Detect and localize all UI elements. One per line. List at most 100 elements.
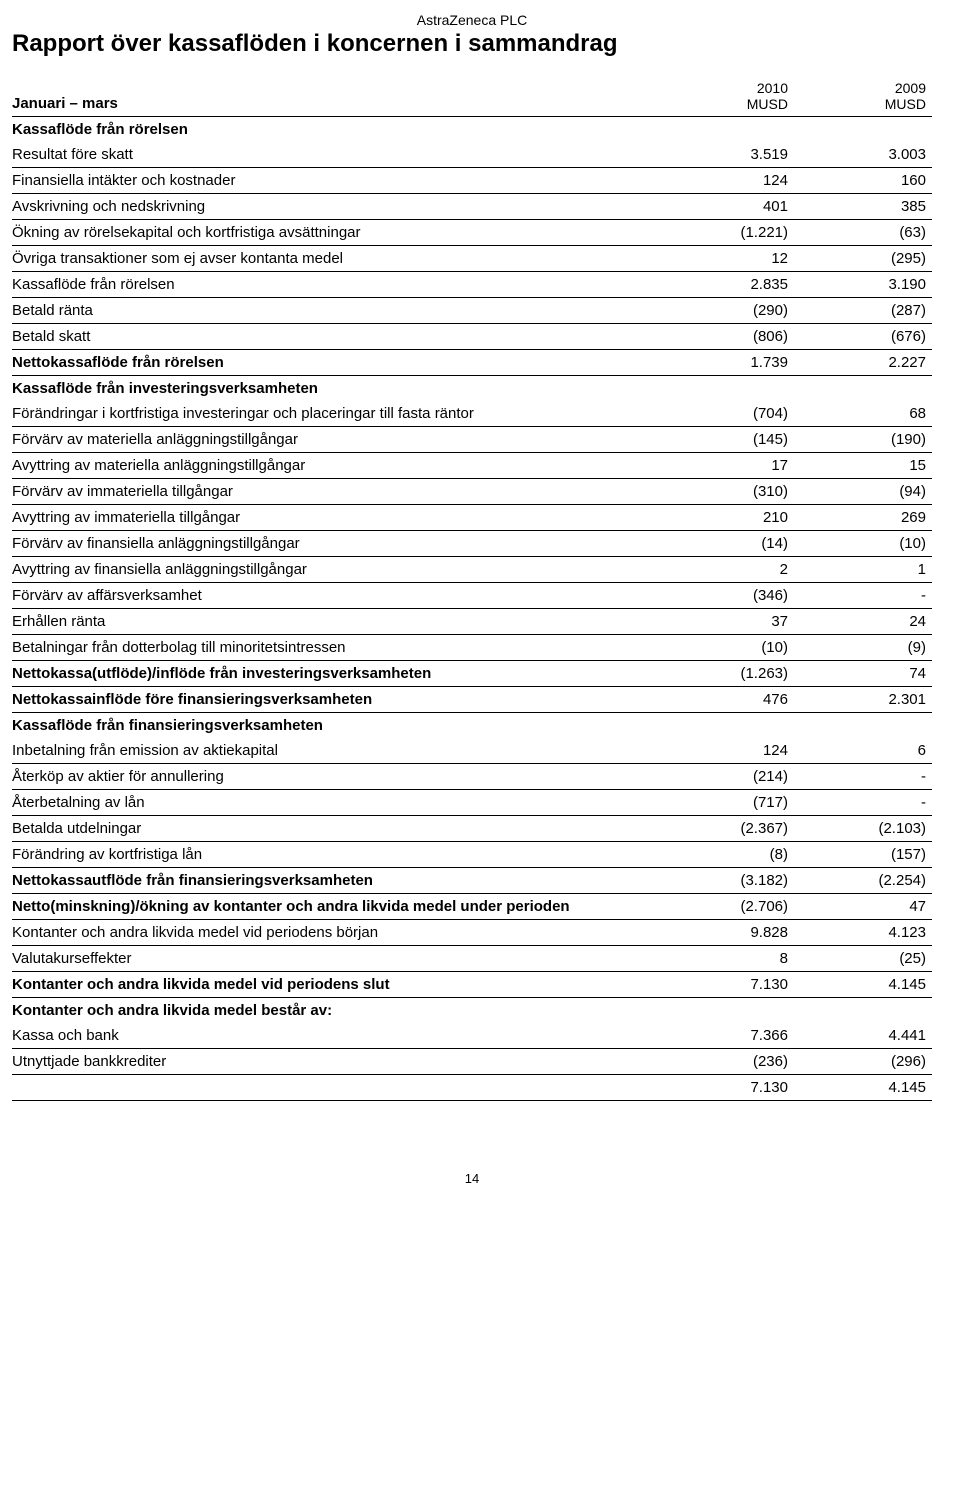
table-cell: 4.145 <box>794 1075 932 1101</box>
table-cell: (94) <box>794 479 932 505</box>
table-cell: (10) <box>656 635 794 661</box>
table-cell: 4.441 <box>794 1023 932 1049</box>
table-cell: 401 <box>656 194 794 220</box>
table-row-label: Övriga transaktioner som ej avser kontan… <box>12 246 656 272</box>
table-cell: (310) <box>656 479 794 505</box>
section-cash-composition: Kontanter och andra likvida medel består… <box>12 998 656 1024</box>
table-cell: - <box>794 764 932 790</box>
table-row-label: Betald ränta <box>12 298 656 324</box>
table-cell: (676) <box>794 324 932 350</box>
table-row-label: Inbetalning från emission av aktiekapita… <box>12 738 656 764</box>
table-cell: (2.103) <box>794 816 932 842</box>
table-cell: 1 <box>794 557 932 583</box>
table-row-label: Förändringar i kortfristiga investeringa… <box>12 401 656 427</box>
cashflow-table: Januari – mars 2010 MUSD 2009 MUSD Kassa… <box>12 76 932 1101</box>
table-cell: (9) <box>794 635 932 661</box>
table-cell: 3.003 <box>794 142 932 168</box>
table-cell: (346) <box>656 583 794 609</box>
table-cell: (145) <box>656 427 794 453</box>
period-label: Januari – mars <box>12 76 656 117</box>
table-cell: 7.130 <box>656 972 794 998</box>
table-cell: (63) <box>794 220 932 246</box>
report-title: Rapport över kassaflöden i koncernen i s… <box>12 30 932 58</box>
table-row-label: Avyttring av materiella anläggningstillg… <box>12 453 656 479</box>
table-cell: 74 <box>794 661 932 687</box>
table-cell: 8 <box>656 946 794 972</box>
table-cell: (287) <box>794 298 932 324</box>
table-row-label: Netto(minskning)/ökning av kontanter och… <box>12 894 656 920</box>
table-row-label: Återköp av aktier för annullering <box>12 764 656 790</box>
table-cell: 37 <box>656 609 794 635</box>
table-cell: 2.227 <box>794 350 932 376</box>
company-name: AstraZeneca PLC <box>12 12 932 28</box>
table-row-label: Förvärv av materiella anläggningstillgån… <box>12 427 656 453</box>
table-cell: (717) <box>656 790 794 816</box>
table-cell: (296) <box>794 1049 932 1075</box>
table-row-label: Kontanter och andra likvida medel vid pe… <box>12 920 656 946</box>
table-cell: (295) <box>794 246 932 272</box>
table-cell: 17 <box>656 453 794 479</box>
table-cell: (2.254) <box>794 868 932 894</box>
table-row-label: Förvärv av immateriella tillgångar <box>12 479 656 505</box>
table-cell: - <box>794 583 932 609</box>
year-2009: 2009 <box>895 80 926 96</box>
table-cell: 4.145 <box>794 972 932 998</box>
table-cell: 210 <box>656 505 794 531</box>
table-cell: (14) <box>656 531 794 557</box>
table-row-label: Finansiella intäkter och kostnader <box>12 168 656 194</box>
table-cell: 6 <box>794 738 932 764</box>
table-row-label: Nettokassaflöde från rörelsen <box>12 350 656 376</box>
table-row-label: Förvärv av affärsverksamhet <box>12 583 656 609</box>
table-row-label: Kassaflöde från rörelsen <box>12 272 656 298</box>
table-row-label: Resultat före skatt <box>12 142 656 168</box>
table-row-label: Återbetalning av lån <box>12 790 656 816</box>
table-cell: (214) <box>656 764 794 790</box>
table-row-label: Nettokassainflöde före finansieringsverk… <box>12 687 656 713</box>
table-row-label: Nettokassautflöde från finansieringsverk… <box>12 868 656 894</box>
table-cell: 3.519 <box>656 142 794 168</box>
table-cell: 3.190 <box>794 272 932 298</box>
table-cell: 124 <box>656 738 794 764</box>
table-row-label: Erhållen ränta <box>12 609 656 635</box>
table-cell: 68 <box>794 401 932 427</box>
page-number: 14 <box>12 1171 932 1186</box>
table-cell: 269 <box>794 505 932 531</box>
table-cell: 24 <box>794 609 932 635</box>
table-row-label: Kontanter och andra likvida medel vid pe… <box>12 972 656 998</box>
table-row-label: Avskrivning och nedskrivning <box>12 194 656 220</box>
table-cell: (2.367) <box>656 816 794 842</box>
table-cell: 4.123 <box>794 920 932 946</box>
unit-2009: MUSD <box>885 96 926 112</box>
table-row-label: Betalningar från dotterbolag till minori… <box>12 635 656 661</box>
table-cell: 12 <box>656 246 794 272</box>
table-row-label: Förvärv av finansiella anläggningstillgå… <box>12 531 656 557</box>
table-cell: (1.263) <box>656 661 794 687</box>
table-row-label: Nettokassa(utflöde)/inflöde från investe… <box>12 661 656 687</box>
table-cell: (1.221) <box>656 220 794 246</box>
table-row-label: Betald skatt <box>12 324 656 350</box>
table-cell: 2.301 <box>794 687 932 713</box>
table-cell: (25) <box>794 946 932 972</box>
table-row-label: Förändring av kortfristiga lån <box>12 842 656 868</box>
table-row-label: Valutakurseffekter <box>12 946 656 972</box>
table-cell: (290) <box>656 298 794 324</box>
table-cell: (2.706) <box>656 894 794 920</box>
table-cell: 1.739 <box>656 350 794 376</box>
table-cell: (157) <box>794 842 932 868</box>
table-cell: 15 <box>794 453 932 479</box>
table-cell: 160 <box>794 168 932 194</box>
table-cell: 9.828 <box>656 920 794 946</box>
section-operating: Kassaflöde från rörelsen <box>12 117 656 143</box>
table-cell: 476 <box>656 687 794 713</box>
table-cell: 2.835 <box>656 272 794 298</box>
col-2009-header: 2009 MUSD <box>794 76 932 117</box>
table-row-label: Utnyttjade bankkrediter <box>12 1049 656 1075</box>
section-investing: Kassaflöde från investeringsverksamheten <box>12 376 656 402</box>
section-financing: Kassaflöde från finansieringsverksamhete… <box>12 713 656 739</box>
table-cell: (3.182) <box>656 868 794 894</box>
table-row-label: Ökning av rörelsekapital och kortfristig… <box>12 220 656 246</box>
table-cell: (704) <box>656 401 794 427</box>
table-cell: (190) <box>794 427 932 453</box>
year-2010: 2010 <box>757 80 788 96</box>
table-cell: - <box>794 790 932 816</box>
